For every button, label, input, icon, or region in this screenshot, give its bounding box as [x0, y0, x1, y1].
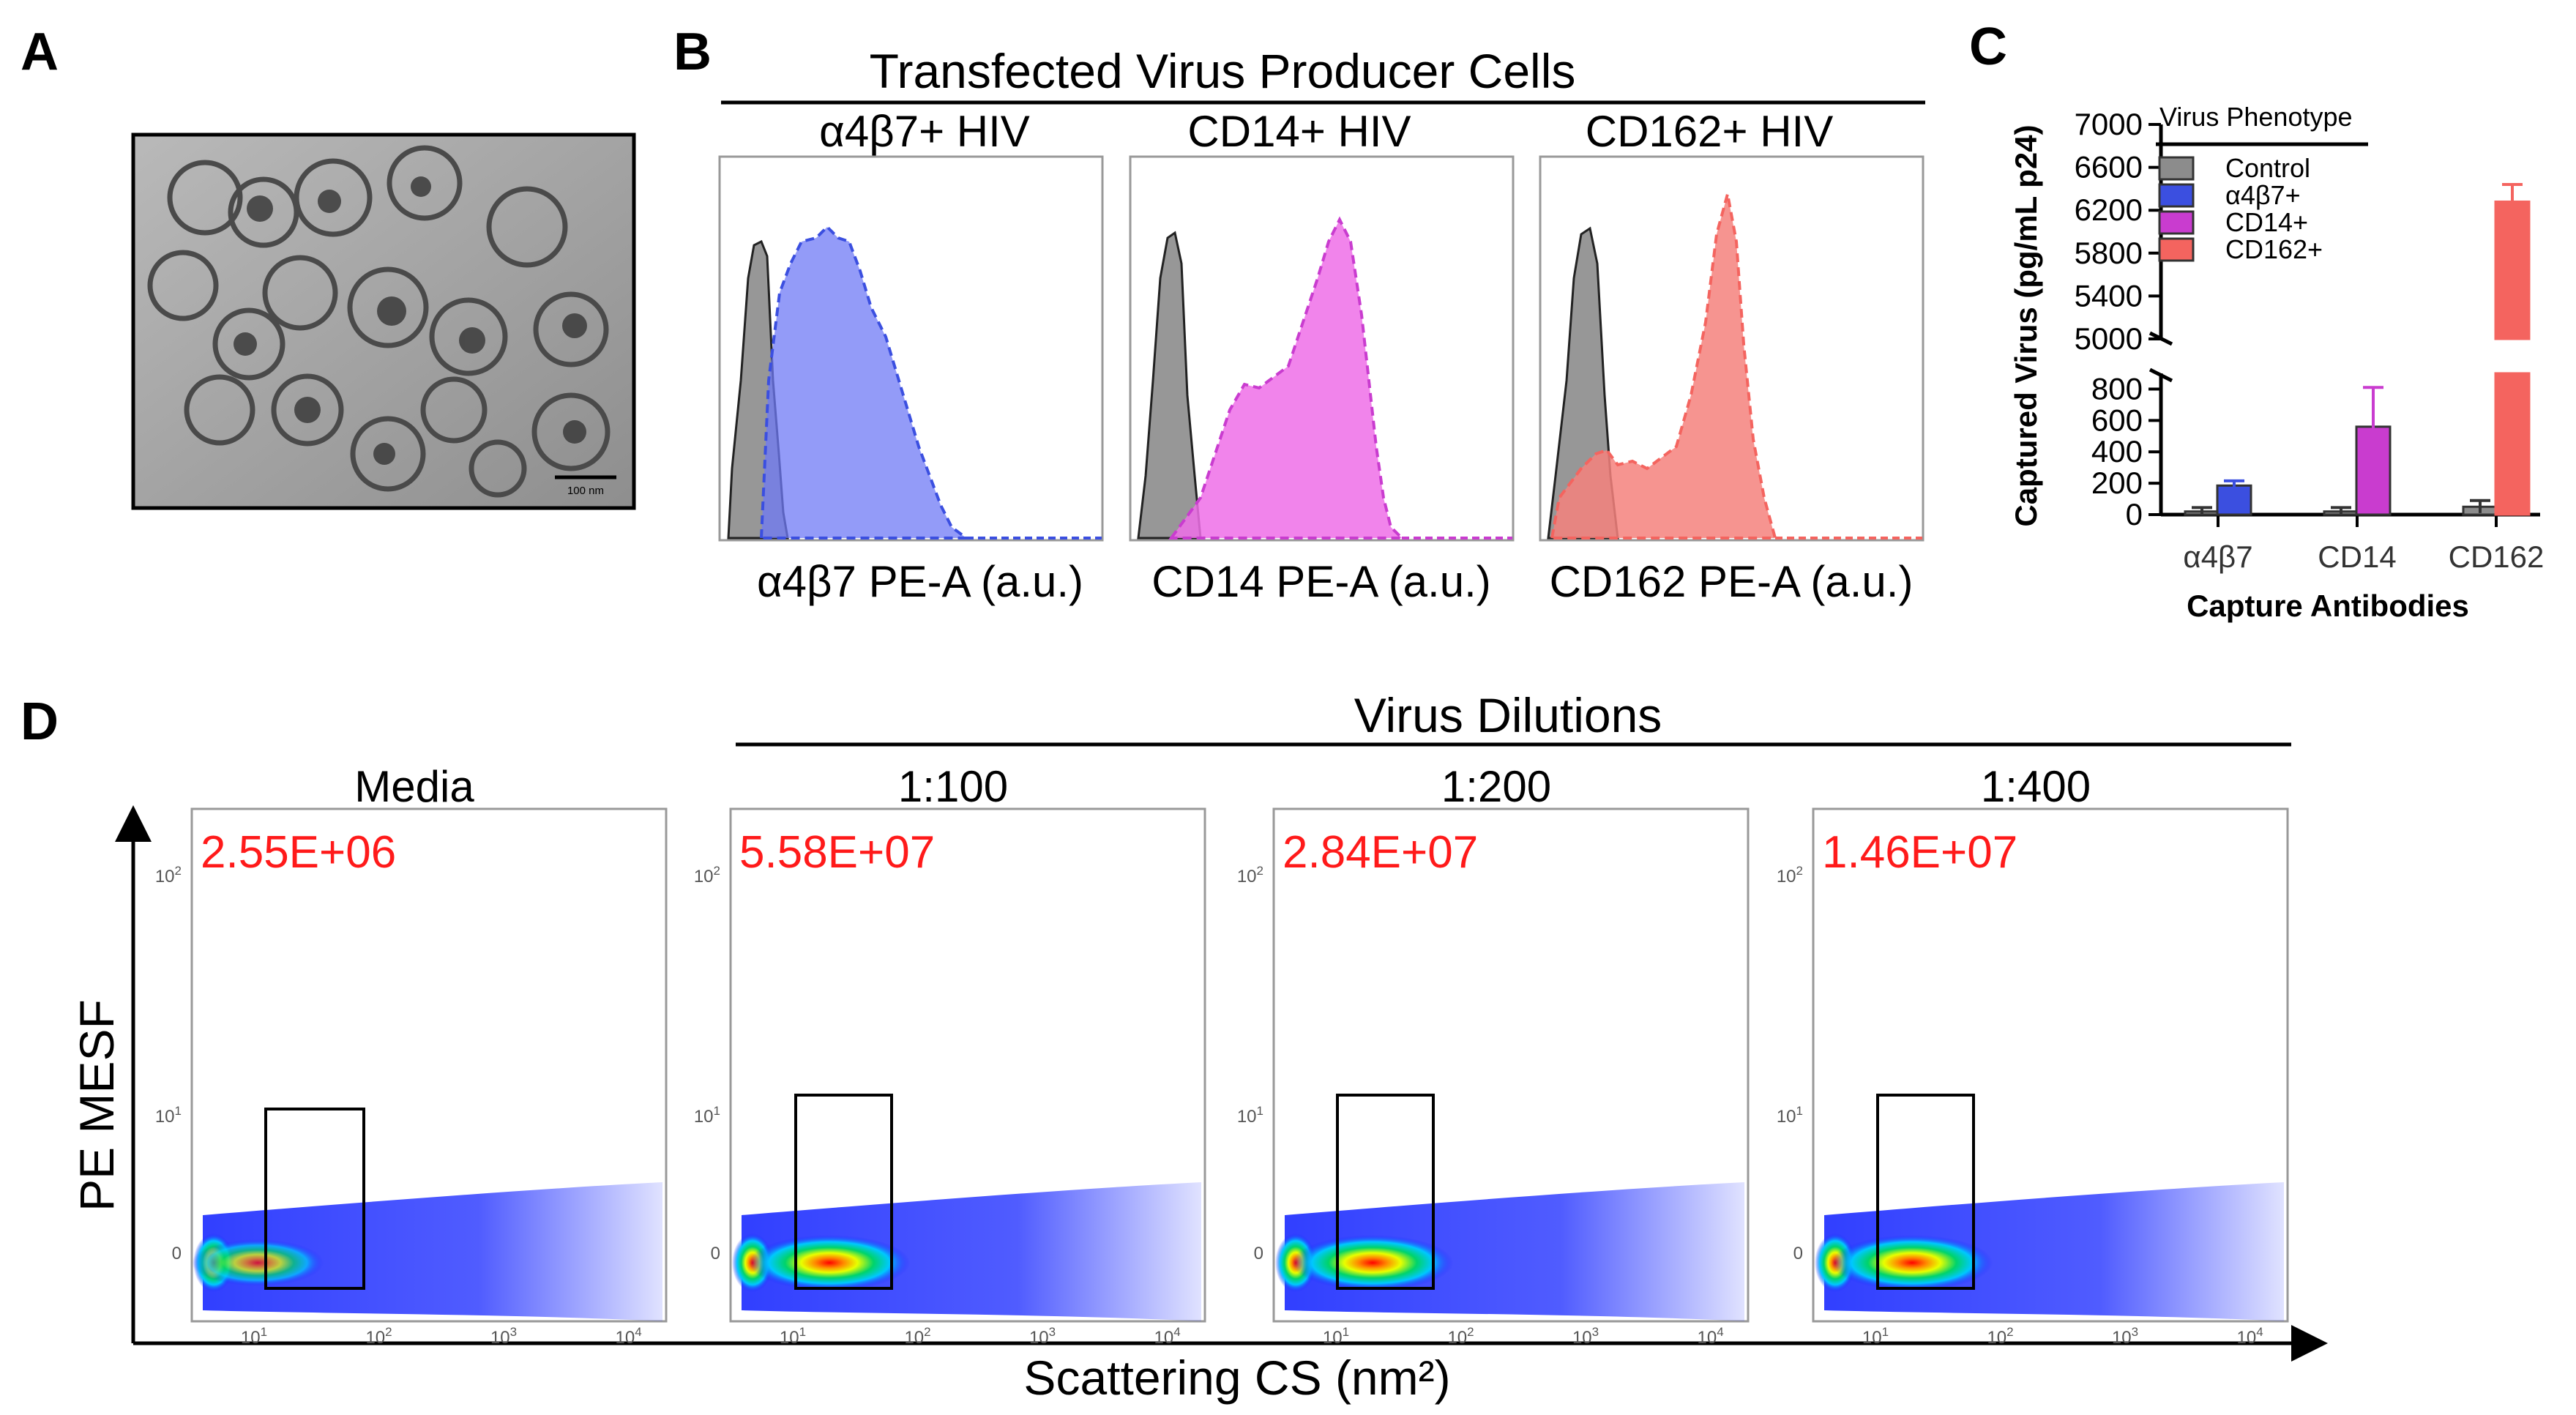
- legend-swatch: [2158, 237, 2195, 262]
- scatter-count: 2.55E+06: [201, 827, 396, 878]
- histogram-title-a4b7: α4β7+ HIV: [819, 107, 1030, 156]
- scatter-gate: [1336, 1094, 1435, 1290]
- histogram-cd14: CD14+ HIV CD14 PE-A (a.u.): [1129, 107, 1515, 606]
- scatter-count: 5.58E+07: [739, 827, 935, 878]
- panel-b-header: Transfected Virus Producer Cells: [870, 44, 1576, 98]
- chart-ytick-label: 0: [2126, 497, 2143, 531]
- scatter-xtick: 101: [1323, 1325, 1349, 1348]
- scatter-ytick: 102: [694, 864, 720, 886]
- histogram-title-cd14: CD14+ HIV: [1187, 107, 1411, 156]
- histogram-cd162: CD162+ HIV CD162 PE-A (a.u.): [1539, 107, 1924, 606]
- scatter-ytick: 101: [694, 1104, 720, 1127]
- panel-letter-a: A: [20, 23, 59, 81]
- chart-ytick-label: 6600: [2075, 150, 2143, 184]
- scatter-title: 1:100: [898, 762, 1008, 811]
- scatter-xtick: 104: [1154, 1325, 1180, 1348]
- chart-category-label: α4β7: [2183, 540, 2252, 574]
- panel-d-xlabel: Scattering CS (nm²): [1023, 1351, 1450, 1405]
- scatter-plot-4: 1:400 1.46E+07 102 101 0 101 102 103 104: [1777, 762, 2289, 1348]
- chart-ytick-label: 200: [2091, 466, 2143, 500]
- scatter-gate: [264, 1108, 365, 1290]
- scatter-ytick: 0: [711, 1244, 720, 1263]
- scatter-title: 1:200: [1441, 762, 1551, 811]
- scatter-xtick: 102: [1447, 1325, 1474, 1348]
- panel-letter-b: B: [673, 23, 712, 81]
- scatter-xtick: 103: [1572, 1325, 1599, 1348]
- scatter-plot-1: Media 2.55E+06 102 101 0 101 102 103 104: [155, 762, 668, 1348]
- em-image: 100 nm: [131, 132, 636, 510]
- panel-letter-c: C: [1969, 18, 2007, 76]
- chart-ytick-label: 6200: [2075, 193, 2143, 227]
- chart-ytick-label: 5400: [2075, 278, 2143, 313]
- scatter-ytick: 102: [1237, 864, 1263, 886]
- scatter-plot-3: 1:200 2.84E+07 102 101 0 101 102 103 104: [1237, 762, 1750, 1348]
- scatter-point-cloud: [203, 1182, 662, 1321]
- histogram-a4b7: α4β7+ HIV α4β7 PE-A (a.u.): [718, 107, 1104, 606]
- scatter-ytick: 101: [1237, 1104, 1263, 1127]
- scatter-ytick: 101: [155, 1104, 182, 1127]
- chart-ytick-label: 5800: [2075, 236, 2143, 270]
- scatter-ytick: 0: [172, 1244, 182, 1263]
- bar-chart-captured-virus: Captured Virus (pg/mL p24) 0200400600800…: [2009, 102, 2544, 623]
- chart-category-label: CD162: [2449, 540, 2545, 574]
- scatter-ytick: 0: [1254, 1244, 1263, 1263]
- legend-label: CD162+: [2225, 234, 2323, 264]
- scatter-xtick: 101: [1862, 1325, 1889, 1348]
- legend-title: Virus Phenotype: [2159, 102, 2353, 132]
- histogram-xlabel-cd14: CD14 PE-A (a.u.): [1151, 557, 1491, 606]
- chart-category-label: CD14: [2318, 540, 2396, 574]
- scatter-ytick: 102: [155, 864, 182, 886]
- scatter-xtick: 104: [1697, 1325, 1723, 1348]
- scatter-xtick: 101: [241, 1325, 267, 1348]
- chart-ytick-label: 5000: [2075, 321, 2143, 356]
- scatter-xtick: 101: [780, 1325, 806, 1348]
- panel-letter-d: D: [20, 692, 59, 751]
- scatter-gate: [794, 1094, 893, 1290]
- scatter-density-core: [749, 1235, 910, 1291]
- panel-d-ylabel: PE MESF: [70, 999, 124, 1211]
- bar-cd162-2: [2494, 372, 2531, 516]
- scatter-title: Media: [354, 762, 474, 811]
- scatter-density-core: [1292, 1235, 1453, 1291]
- histogram-title-cd162: CD162+ HIV: [1586, 107, 1834, 156]
- chart-xlabel: Capture Antibodies: [2187, 589, 2469, 623]
- legend-label: CD14+: [2225, 207, 2308, 237]
- legend-swatch: [2158, 183, 2195, 208]
- scatter-xtick: 103: [2112, 1325, 2138, 1348]
- chart-ytick-label: 600: [2091, 403, 2143, 437]
- scatter-density-core: [1832, 1235, 1993, 1291]
- scatter-gate: [1876, 1094, 1975, 1290]
- chart-ylabel: Captured Virus (pg/mL p24): [2009, 124, 2043, 526]
- scatter-count: 1.46E+07: [1822, 827, 2017, 878]
- scatter-count: 2.84E+07: [1283, 827, 1478, 878]
- chart-ytick-label: 800: [2091, 371, 2143, 406]
- chart-ytick-label: 400: [2091, 434, 2143, 468]
- legend-swatch: [2158, 210, 2195, 235]
- panel-d-header: Virus Dilutions: [1354, 688, 1662, 742]
- scale-bar-label: 100 nm: [567, 485, 604, 497]
- legend-label: α4β7+: [2225, 180, 2301, 210]
- bar-cd162-2-upper: [2494, 200, 2531, 340]
- scatter-xtick: 104: [2236, 1325, 2263, 1348]
- scatter-xtick: 102: [904, 1325, 930, 1348]
- scatter-ytick: 101: [1777, 1104, 1803, 1127]
- scatter-ytick: 0: [1793, 1244, 1803, 1263]
- scatter-plot-2: 1:100 5.58E+07 102 101 0 101 102 103 104: [694, 762, 1206, 1348]
- chart-ytick-label: 7000: [2075, 107, 2143, 141]
- scatter-xtick: 103: [490, 1325, 517, 1348]
- scatter-ytick: 102: [1777, 864, 1803, 886]
- legend-swatch: [2158, 156, 2195, 181]
- histogram-xlabel-a4b7: α4β7 PE-A (a.u.): [757, 557, 1083, 606]
- legend-label: Control: [2225, 153, 2310, 183]
- scatter-xtick: 104: [615, 1325, 641, 1348]
- scatter-xtick: 103: [1029, 1325, 1056, 1348]
- scatter-density-core: [192, 1239, 324, 1286]
- scatter-xtick: 102: [1987, 1325, 2013, 1348]
- histogram-xlabel-cd162: CD162 PE-A (a.u.): [1550, 557, 1914, 606]
- scatter-xtick: 102: [365, 1325, 392, 1348]
- scatter-title: 1:400: [1981, 762, 2091, 811]
